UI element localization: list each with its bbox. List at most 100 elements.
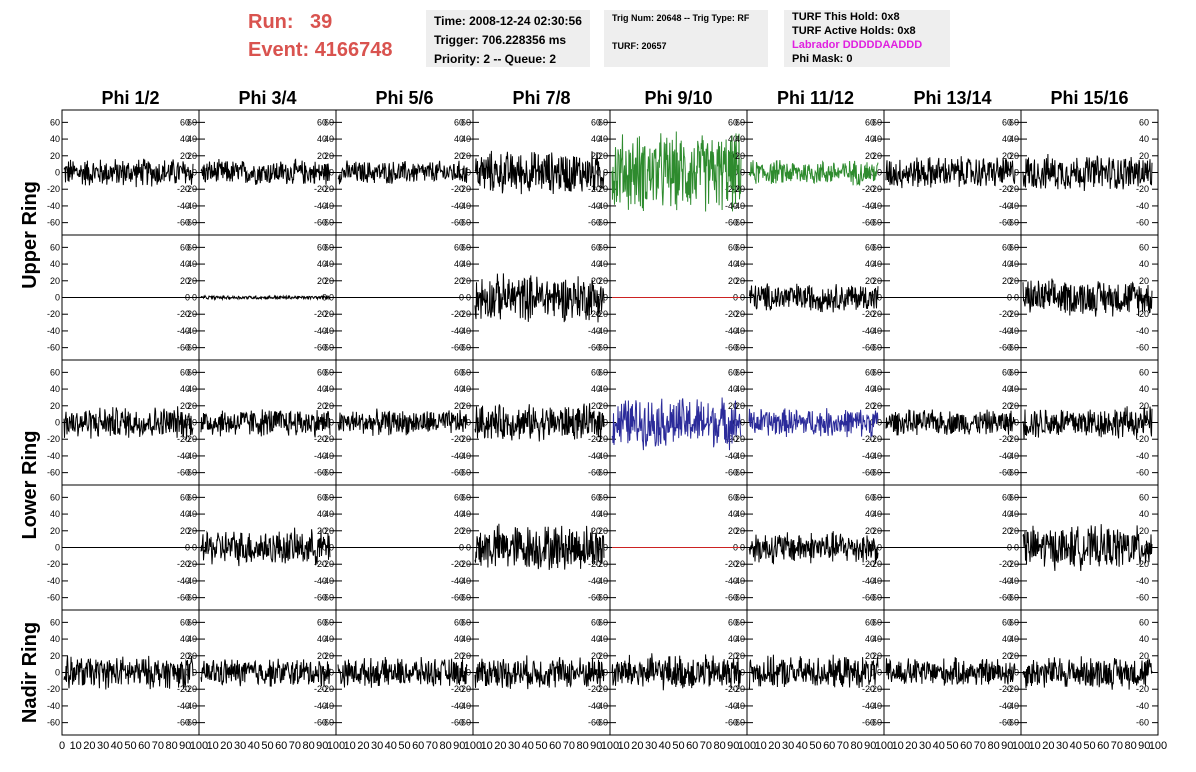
x-tick-label: 40 xyxy=(522,740,534,752)
y-tick-label: 20 xyxy=(1009,276,1019,286)
y-tick-label: 0 xyxy=(1014,418,1019,428)
x-tick-label: 0 xyxy=(59,740,65,752)
y-tick-label: 60 xyxy=(591,117,601,127)
x-tick-label: 100 xyxy=(464,740,482,752)
y-tick-label: 20 xyxy=(1139,526,1149,536)
y-tick-label: -60 xyxy=(725,468,738,478)
y-tick-label: -20 xyxy=(1006,309,1019,319)
y-tick-label: -20 xyxy=(588,684,601,694)
y-tick-label: 20 xyxy=(187,651,197,661)
y-tick-label: -40 xyxy=(1136,201,1149,211)
y-tick-label: -60 xyxy=(47,718,60,728)
y-tick-label: 40 xyxy=(735,259,745,269)
y-tick-label: -40 xyxy=(47,451,60,461)
y-tick-label: 40 xyxy=(728,509,738,519)
y-tick-label: 40 xyxy=(461,509,471,519)
x-tick-label: 90 xyxy=(453,740,465,752)
y-tick-label: 40 xyxy=(598,509,608,519)
x-tick-label: 60 xyxy=(549,740,561,752)
y-tick-label: 40 xyxy=(324,134,334,144)
y-tick-label: 40 xyxy=(872,134,882,144)
waveform-trace xyxy=(611,653,742,691)
y-tick-label: -40 xyxy=(595,576,608,586)
y-tick-label: 20 xyxy=(1009,526,1019,536)
y-tick-label: 40 xyxy=(872,509,882,519)
y-tick-label: 20 xyxy=(591,526,601,536)
y-tick-label: 60 xyxy=(461,117,471,127)
y-tick-label: -60 xyxy=(1006,468,1019,478)
x-tick-label: 20 xyxy=(1042,740,1054,752)
y-tick-label: -20 xyxy=(184,309,197,319)
y-tick-label: 20 xyxy=(317,151,327,161)
y-tick-label: 40 xyxy=(728,384,738,394)
y-tick-label: -20 xyxy=(177,184,190,194)
y-tick-label: 40 xyxy=(591,509,601,519)
y-tick-label: 20 xyxy=(598,651,608,661)
y-tick-label: 40 xyxy=(872,384,882,394)
y-tick-label: -60 xyxy=(1006,718,1019,728)
waveform-trace xyxy=(748,408,879,438)
x-tick-label: 40 xyxy=(933,740,945,752)
x-tick-label: 50 xyxy=(124,740,136,752)
y-tick-label: -40 xyxy=(458,701,471,711)
y-tick-label: -40 xyxy=(1006,451,1019,461)
y-tick-label: -40 xyxy=(869,451,882,461)
y-tick-label: -60 xyxy=(184,468,197,478)
y-tick-label: 20 xyxy=(865,401,875,411)
y-tick-label: 60 xyxy=(317,617,327,627)
y-tick-label: 20 xyxy=(865,276,875,286)
y-tick-label: -60 xyxy=(869,468,882,478)
y-tick-label: -20 xyxy=(1006,434,1019,444)
y-tick-label: 60 xyxy=(1002,117,1012,127)
x-tick-label: 70 xyxy=(426,740,438,752)
y-tick-label: -40 xyxy=(451,201,464,211)
y-tick-label: -20 xyxy=(314,559,327,569)
y-tick-label: -60 xyxy=(47,468,60,478)
y-tick-label: -40 xyxy=(588,201,601,211)
waveform-trace xyxy=(474,403,605,442)
y-tick-label: 20 xyxy=(180,526,190,536)
y-tick-label: 20 xyxy=(324,526,334,536)
y-tick-label: -60 xyxy=(314,593,327,603)
waveform-trace xyxy=(200,658,331,687)
y-tick-label: 60 xyxy=(461,367,471,377)
waveform-trace xyxy=(1022,153,1153,192)
y-tick-label: -60 xyxy=(595,343,608,353)
y-tick-label: -20 xyxy=(47,559,60,569)
y-tick-label: -60 xyxy=(999,343,1012,353)
waveform-trace xyxy=(63,158,194,188)
y-tick-label: -60 xyxy=(458,593,471,603)
y-tick-label: -20 xyxy=(732,434,745,444)
y-tick-label: 40 xyxy=(180,259,190,269)
y-tick-label: 0 xyxy=(466,543,471,553)
y-tick-label: -60 xyxy=(732,468,745,478)
y-tick-label: 40 xyxy=(598,134,608,144)
x-tick-label: 70 xyxy=(974,740,986,752)
x-tick-label: 50 xyxy=(672,740,684,752)
y-tick-label: -60 xyxy=(451,593,464,603)
y-tick-label: 20 xyxy=(872,526,882,536)
waveform-trace xyxy=(337,408,468,436)
y-tick-label: 40 xyxy=(728,634,738,644)
y-tick-label: -40 xyxy=(999,576,1012,586)
y-tick-label: -20 xyxy=(184,559,197,569)
x-tick-label: 60 xyxy=(960,740,972,752)
y-tick-label: -40 xyxy=(862,701,875,711)
y-tick-label: 0 xyxy=(55,293,60,303)
y-tick-label: 60 xyxy=(872,617,882,627)
y-tick-label: -20 xyxy=(1006,184,1019,194)
y-tick-label: -20 xyxy=(999,684,1012,694)
y-tick-label: 40 xyxy=(50,259,60,269)
waveform-trace xyxy=(200,409,331,438)
y-tick-label: 40 xyxy=(180,134,190,144)
y-tick-label: -60 xyxy=(458,218,471,228)
y-tick-label: -40 xyxy=(862,201,875,211)
y-tick-label: -40 xyxy=(869,326,882,336)
y-tick-label: -20 xyxy=(458,184,471,194)
column-header: Phi 9/10 xyxy=(644,88,712,108)
y-tick-label: -40 xyxy=(1136,576,1149,586)
y-tick-label: -60 xyxy=(725,718,738,728)
y-tick-label: 20 xyxy=(728,276,738,286)
y-tick-label: -20 xyxy=(451,184,464,194)
y-tick-label: 40 xyxy=(187,259,197,269)
